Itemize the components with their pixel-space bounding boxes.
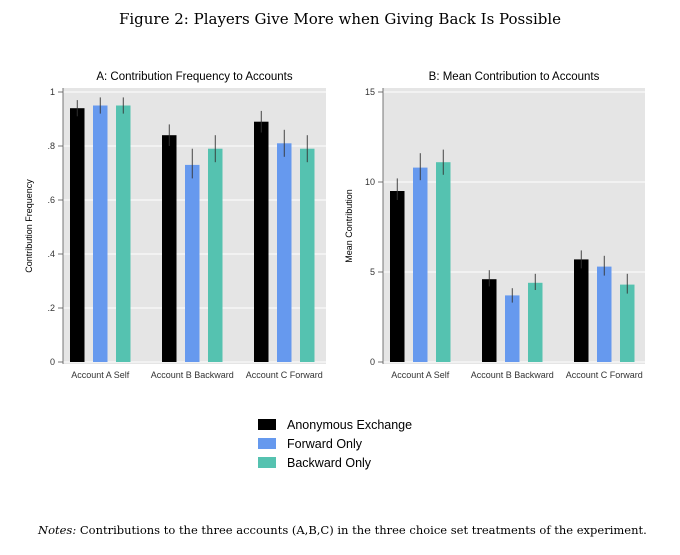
y-axis-label: Contribution Frequency (24, 179, 34, 273)
y-tick-label: 1 (50, 87, 55, 97)
bar-forward-only-account-c-forward (597, 266, 612, 362)
panel-title: B: Mean Contribution to Accounts (429, 71, 600, 83)
x-category-label: Account B Backward (471, 370, 554, 380)
bar-backward-only-account-c-forward (300, 148, 315, 362)
panel-title: A: Contribution Frequency to Accounts (96, 71, 292, 83)
notes-label: Notes: (38, 523, 77, 537)
bar-anonymous-exchange-account-c-forward (254, 121, 269, 362)
bar-anonymous-exchange-account-a-self (390, 191, 405, 362)
x-category-label: Account C Forward (566, 370, 643, 380)
bar-forward-only-account-a-self (93, 105, 108, 362)
legend-swatch-anonymous-exchange (258, 419, 276, 430)
bar-forward-only-account-a-self (413, 167, 428, 362)
legend-item-anonymous-exchange: Anonymous Exchange (258, 415, 412, 434)
panel-title-band (63, 67, 326, 88)
bar-backward-only-account-c-forward (620, 284, 635, 362)
figure-title: Figure 2: Players Give More when Giving … (118, 10, 562, 28)
y-tick-label: 5 (370, 267, 375, 277)
x-category-label: Account C Forward (246, 370, 323, 380)
legend-swatch-backward-only (258, 457, 276, 468)
bar-forward-only-account-b-backward (185, 164, 200, 362)
legend: Anonymous Exchange Forward Only Backward… (258, 415, 412, 472)
bar-forward-only-account-b-backward (505, 295, 520, 362)
x-category-label: Account B Backward (151, 370, 234, 380)
bar-backward-only-account-a-self (436, 162, 451, 362)
y-tick-label: .6 (47, 195, 55, 205)
y-tick-label: .2 (47, 303, 55, 313)
y-tick-label: 15 (365, 87, 375, 97)
y-axis-label: Mean Contribution (344, 189, 354, 263)
legend-label-forward-only: Forward Only (287, 436, 363, 451)
x-category-label: Account A Self (391, 370, 450, 380)
legend-item-backward-only: Backward Only (258, 453, 412, 472)
y-tick-label: 0 (370, 357, 375, 367)
y-tick-label: .4 (47, 249, 55, 259)
x-category-label: Account A Self (71, 370, 130, 380)
figure-notes: Notes: Contributions to the three accoun… (38, 523, 647, 537)
legend-label-backward-only: Backward Only (287, 455, 372, 470)
bar-anonymous-exchange-account-c-forward (574, 259, 589, 362)
y-tick-label: .8 (47, 141, 55, 151)
notes-text: Contributions to the three accounts (A,B… (79, 523, 647, 537)
bar-backward-only-account-a-self (116, 105, 131, 362)
legend-label-anonymous-exchange: Anonymous Exchange (287, 417, 413, 432)
y-tick-label: 10 (365, 177, 375, 187)
bar-forward-only-account-c-forward (277, 143, 292, 362)
bar-backward-only-account-b-backward (208, 148, 223, 362)
y-tick-label: 0 (50, 357, 55, 367)
panel-a: A: Contribution Frequency to Accounts 0 .2… (24, 67, 326, 380)
panel-b: B: Mean Contribution to Accounts 0 5 10 15 Me… (344, 67, 645, 380)
legend-swatch-forward-only (258, 438, 276, 449)
bar-anonymous-exchange-account-a-self (70, 108, 85, 362)
bar-anonymous-exchange-account-b-backward (162, 135, 177, 362)
bar-backward-only-account-b-backward (528, 282, 543, 362)
legend-item-forward-only: Forward Only (258, 434, 412, 453)
panel-title-band (383, 67, 645, 88)
bar-anonymous-exchange-account-b-backward (482, 279, 497, 362)
